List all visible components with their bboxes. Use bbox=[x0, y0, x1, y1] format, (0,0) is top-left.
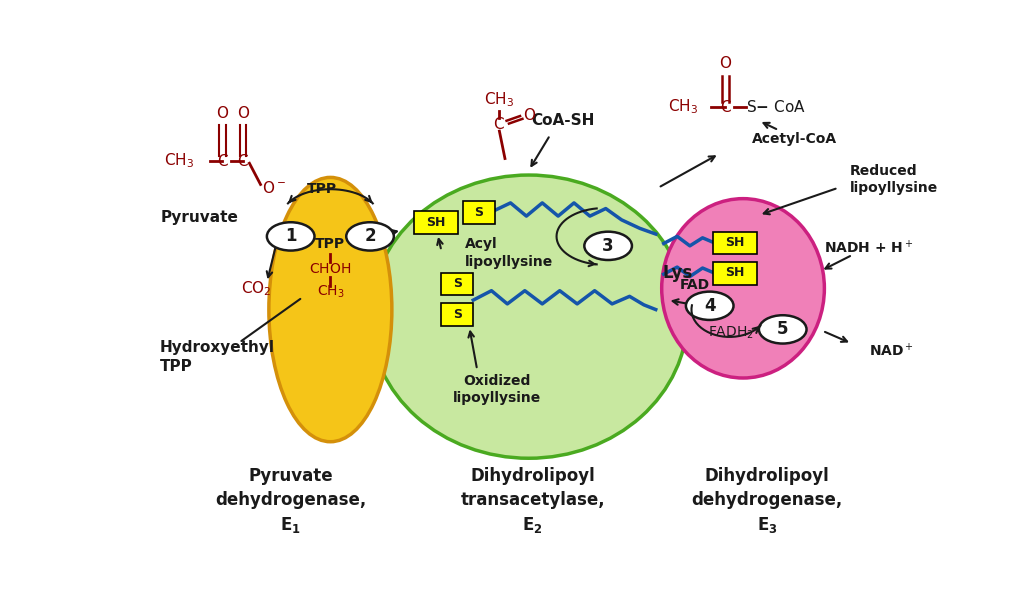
Text: SH: SH bbox=[725, 266, 744, 280]
Text: $\rm CH_3$: $\rm CH_3$ bbox=[484, 90, 514, 109]
Text: Dihydrolipoyl
dehydrogenase,
$\mathbf{E_3}$: Dihydrolipoyl dehydrogenase, $\mathbf{E_… bbox=[691, 467, 843, 535]
Text: Hydroxyethyl
TPP: Hydroxyethyl TPP bbox=[160, 340, 274, 373]
Text: $\rm FADH_2$: $\rm FADH_2$ bbox=[709, 325, 754, 341]
Text: $\rm O$: $\rm O$ bbox=[523, 107, 537, 123]
Text: $\rm O^-$: $\rm O^-$ bbox=[262, 180, 286, 196]
FancyBboxPatch shape bbox=[441, 273, 473, 295]
Circle shape bbox=[346, 223, 394, 251]
Text: $\rm C$: $\rm C$ bbox=[494, 116, 505, 132]
Text: S: S bbox=[453, 277, 462, 290]
Text: Pyruvate: Pyruvate bbox=[161, 210, 239, 225]
FancyBboxPatch shape bbox=[713, 232, 758, 254]
Text: $\rm CH_3$: $\rm CH_3$ bbox=[668, 97, 697, 116]
Text: $\rm CH_3$: $\rm CH_3$ bbox=[164, 151, 194, 170]
Text: $\rm CO_2$: $\rm CO_2$ bbox=[242, 279, 271, 298]
Text: Lys: Lys bbox=[663, 264, 692, 282]
Text: 1: 1 bbox=[285, 227, 296, 245]
Text: 2: 2 bbox=[365, 227, 376, 245]
Text: 4: 4 bbox=[703, 297, 716, 315]
Text: $\rm CHOH$: $\rm CHOH$ bbox=[309, 262, 351, 276]
Circle shape bbox=[686, 292, 733, 320]
FancyBboxPatch shape bbox=[713, 262, 758, 284]
Text: $\rm O$: $\rm O$ bbox=[216, 105, 229, 121]
Circle shape bbox=[585, 232, 632, 260]
Text: SH: SH bbox=[426, 216, 445, 229]
Text: $\rm CH_3$: $\rm CH_3$ bbox=[316, 284, 344, 300]
FancyBboxPatch shape bbox=[463, 202, 495, 224]
Text: 5: 5 bbox=[777, 321, 788, 338]
Text: NAD$^+$: NAD$^+$ bbox=[868, 343, 913, 360]
Text: S: S bbox=[474, 206, 483, 219]
Text: SH: SH bbox=[725, 236, 744, 249]
FancyBboxPatch shape bbox=[414, 211, 458, 234]
Text: NADH + H$^+$: NADH + H$^+$ bbox=[824, 238, 913, 256]
Text: $\rm C$: $\rm C$ bbox=[238, 153, 249, 169]
Ellipse shape bbox=[370, 175, 687, 459]
Text: Acyl
lipoyllysine: Acyl lipoyllysine bbox=[465, 237, 554, 268]
Text: Dihydrolipoyl
transacetylase,
$\mathbf{E_2}$: Dihydrolipoyl transacetylase, $\mathbf{E… bbox=[461, 467, 605, 535]
Text: 3: 3 bbox=[602, 237, 614, 255]
Ellipse shape bbox=[662, 199, 824, 378]
Text: Oxidized
lipoyllysine: Oxidized lipoyllysine bbox=[453, 374, 541, 405]
Text: $\rm O$: $\rm O$ bbox=[237, 105, 250, 121]
Text: TPP: TPP bbox=[315, 237, 345, 251]
Text: $\rm O$: $\rm O$ bbox=[719, 55, 732, 71]
Text: $\rm S\mathbf{-}\ CoA$: $\rm S\mathbf{-}\ CoA$ bbox=[746, 99, 806, 115]
Text: $\rm C$: $\rm C$ bbox=[720, 99, 731, 115]
Text: Acetyl-CoA: Acetyl-CoA bbox=[752, 132, 838, 146]
Text: FAD: FAD bbox=[680, 278, 710, 292]
Text: Reduced
lipoyllysine: Reduced lipoyllysine bbox=[850, 164, 938, 196]
Circle shape bbox=[267, 223, 314, 251]
Circle shape bbox=[759, 315, 807, 343]
Text: $\rm C$: $\rm C$ bbox=[216, 153, 228, 169]
Text: CoA-SH: CoA-SH bbox=[531, 113, 595, 128]
Text: S: S bbox=[453, 308, 462, 321]
Text: TPP: TPP bbox=[307, 182, 338, 196]
Text: Pyruvate
dehydrogenase,
$\mathbf{E_1}$: Pyruvate dehydrogenase, $\mathbf{E_1}$ bbox=[215, 467, 367, 535]
FancyBboxPatch shape bbox=[441, 303, 473, 326]
Ellipse shape bbox=[269, 177, 392, 442]
